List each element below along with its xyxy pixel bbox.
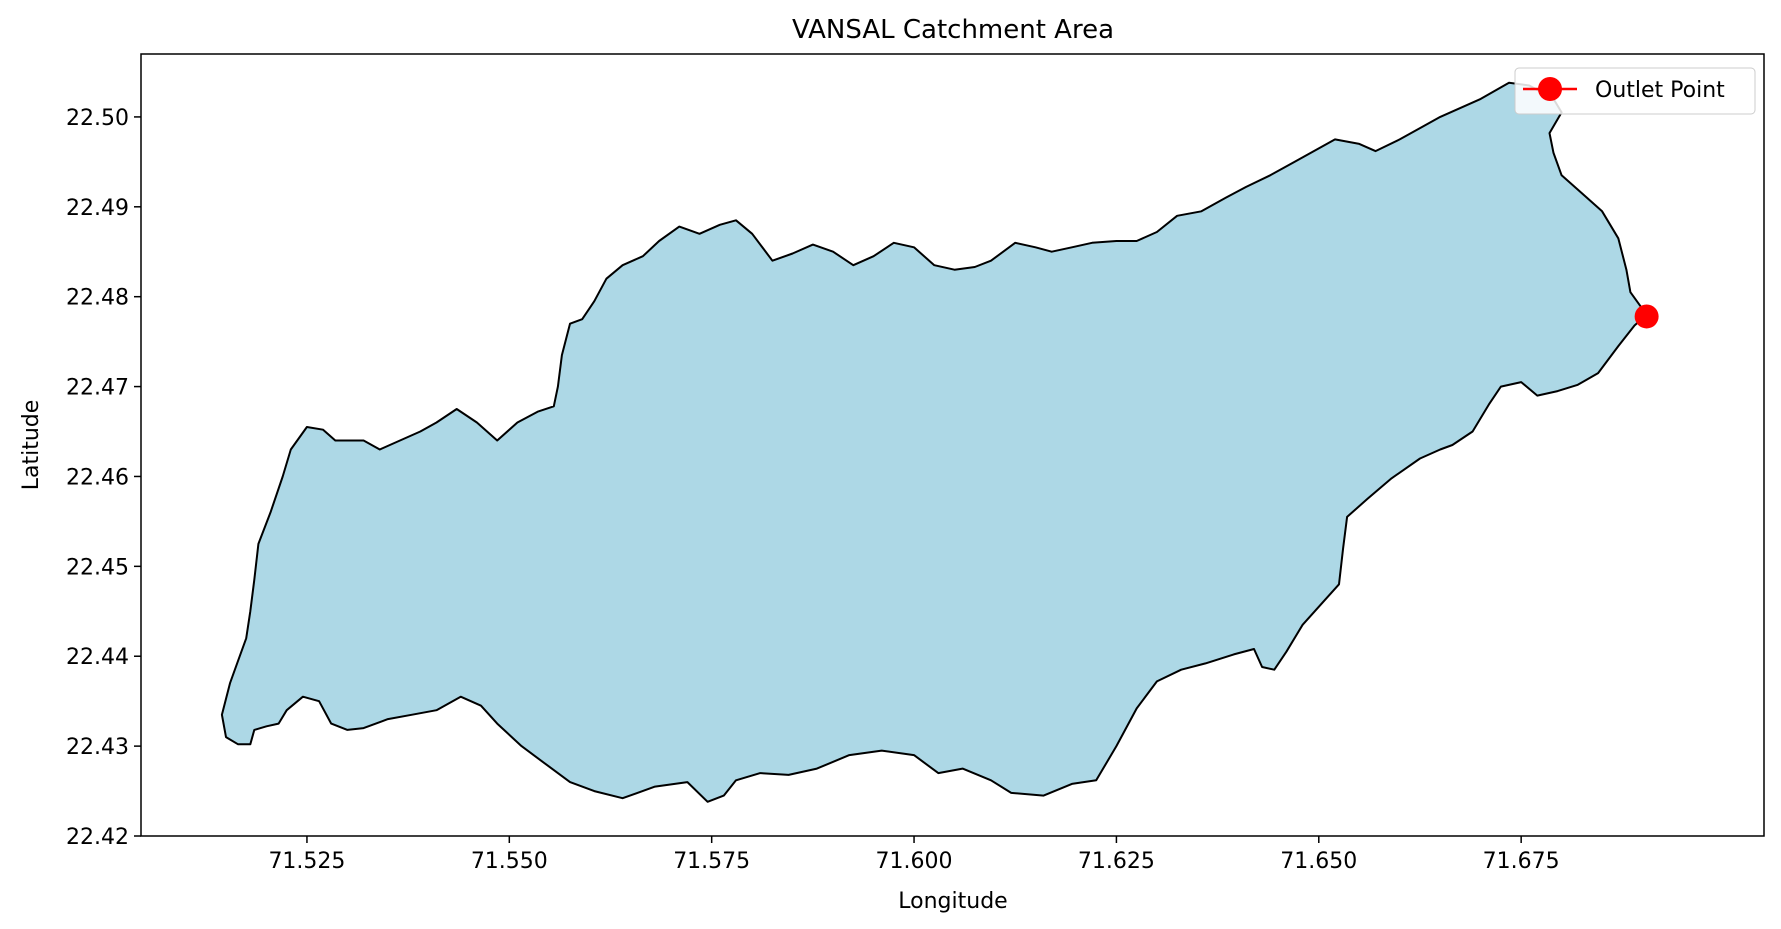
y-tick-label: 22.45 <box>66 555 129 580</box>
y-axis-ticks: 22.42 22.43 22.44 22.45 22.46 22.47 22.48 22.49… <box>66 106 141 850</box>
y-tick-label: 22.50 <box>66 106 129 131</box>
x-tick-label: 71.550 <box>471 849 548 874</box>
x-tick-label: 71.600 <box>876 849 953 874</box>
x-tick-label: 71.575 <box>673 849 750 874</box>
y-tick-label: 22.44 <box>66 645 129 670</box>
x-axis-ticks: 71.525 71.550 71.575 71.600 71.625 71.650 71.6… <box>268 836 1560 874</box>
chart-title: VANSAL Catchment Area <box>792 15 1114 45</box>
y-tick-label: 22.49 <box>66 196 129 221</box>
y-tick-label: 22.42 <box>66 825 129 850</box>
x-tick-label: 71.650 <box>1280 849 1357 874</box>
x-tick-label: 71.675 <box>1483 849 1560 874</box>
legend-box <box>1514 67 1756 115</box>
legend-outlet-marker <box>1538 77 1562 101</box>
x-axis-label: Longitude <box>898 889 1007 914</box>
y-tick-label: 22.43 <box>66 735 129 760</box>
y-axis-label: Latitude <box>19 400 44 491</box>
catchment-layer <box>220 81 1659 803</box>
x-tick-label: 71.525 <box>268 849 345 874</box>
y-tick-label: 22.48 <box>66 286 129 311</box>
legend: Outlet Point <box>1514 67 1756 115</box>
legend-label-outlet: Outlet Point <box>1595 78 1725 103</box>
catchment-polygon <box>220 81 1648 803</box>
outlet-point-marker <box>1634 304 1659 329</box>
x-tick-label: 71.625 <box>1078 849 1155 874</box>
axes-frame <box>140 53 1765 837</box>
y-tick-label: 22.47 <box>66 376 129 401</box>
y-tick-label: 22.46 <box>66 465 129 490</box>
